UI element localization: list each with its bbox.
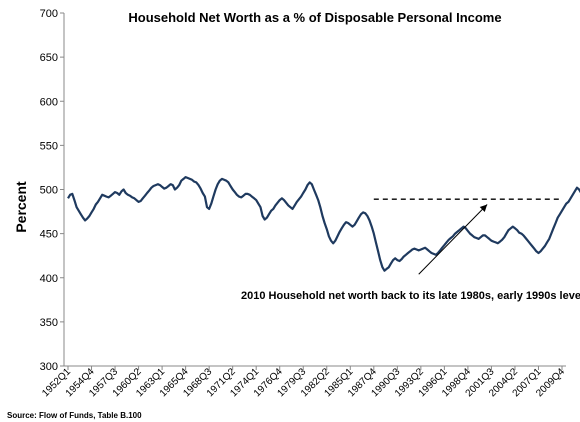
- annotation-arrow: [418, 204, 488, 275]
- y-tick-label: 550: [40, 140, 58, 152]
- annotation-arrow-head: [479, 204, 488, 212]
- y-axis: 300 350 400 450 500 550 600 650 700: [40, 8, 65, 373]
- y-tick-label: 450: [40, 229, 58, 241]
- y-tick-label: 600: [40, 96, 58, 108]
- x-axis: 1952Q11954Q41957Q31960Q21963Q11965Q41968…: [40, 365, 567, 399]
- y-tick-label: 300: [40, 361, 58, 373]
- series-layer: [67, 176, 580, 272]
- source-note: Source: Flow of Funds, Table B.100: [7, 411, 142, 420]
- y-tick-label: 400: [40, 273, 58, 285]
- y-tick-label: 500: [40, 185, 58, 197]
- y-tick-label: 650: [40, 52, 58, 64]
- y-tick-label: 350: [40, 317, 58, 329]
- y-axis-label: Percent: [13, 181, 29, 233]
- annotation-text: 2010 Household net worth back to its lat…: [241, 290, 580, 302]
- chart-title: Household Net Worth as a % of Disposable…: [128, 10, 501, 25]
- y-tick-label: 700: [40, 8, 58, 20]
- series-line: [67, 176, 580, 272]
